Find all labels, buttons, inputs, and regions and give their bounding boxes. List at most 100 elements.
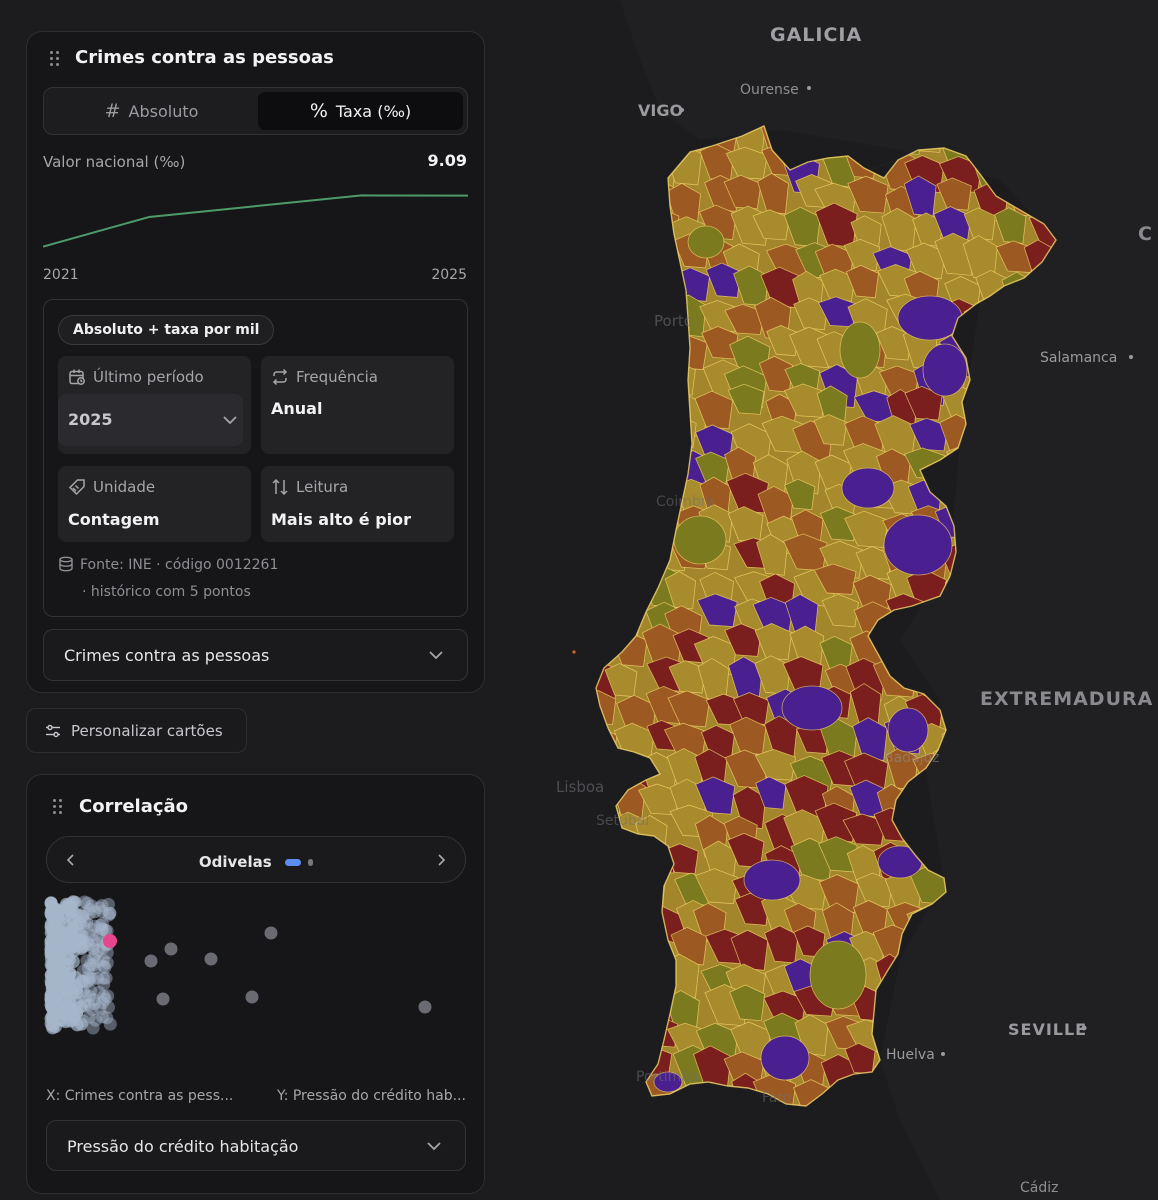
municipality-region[interactable]: [695, 776, 736, 815]
scatter-point[interactable]: [97, 977, 111, 991]
scatter-point[interactable]: [86, 1021, 100, 1035]
municipality-region[interactable]: [667, 690, 711, 728]
scatter-point[interactable]: [99, 971, 113, 985]
municipality-region[interactable]: [743, 859, 801, 901]
scatter-point[interactable]: [418, 1000, 432, 1014]
scatter-point[interactable]: [87, 993, 101, 1007]
scatter-point[interactable]: [91, 971, 105, 985]
municipality-region[interactable]: [781, 685, 843, 731]
municipality-region[interactable]: [818, 874, 859, 913]
scatter-point[interactable]: [92, 901, 106, 915]
scatter-point[interactable]: [103, 1017, 117, 1031]
scatter-point[interactable]: [70, 1005, 84, 1019]
correlation-scatter-plot[interactable]: [43, 893, 468, 1043]
scatter-point[interactable]: [49, 964, 63, 978]
mode-absolute-tab[interactable]: # Absoluto: [48, 92, 255, 130]
scatter-point[interactable]: [76, 984, 90, 998]
municipality-region[interactable]: [604, 663, 638, 698]
scatter-point[interactable]: [97, 971, 111, 985]
municipality-region[interactable]: [727, 383, 765, 415]
scatter-point[interactable]: [88, 961, 102, 975]
scatter-point[interactable]: [164, 942, 178, 956]
scatter-point[interactable]: [94, 918, 107, 932]
scatter-point[interactable]: [101, 989, 115, 1003]
scatter-point[interactable]: [100, 956, 114, 970]
municipality-region[interactable]: [844, 1042, 876, 1075]
municipality-region[interactable]: [757, 172, 789, 215]
municipality-region[interactable]: [849, 683, 882, 727]
scatter-point[interactable]: [97, 989, 111, 1003]
indicator-select[interactable]: Crimes contra as pessoas: [43, 629, 468, 681]
scatter-point[interactable]: [144, 954, 158, 968]
municipality-region[interactable]: [845, 264, 879, 299]
municipality-region[interactable]: [755, 776, 787, 810]
municipality-region[interactable]: [936, 177, 972, 211]
municipality-region[interactable]: [813, 414, 848, 446]
scatter-point[interactable]: [64, 941, 78, 955]
scatter-point[interactable]: [82, 1010, 96, 1024]
scatter-point[interactable]: [85, 899, 99, 913]
drag-handle-icon[interactable]: [53, 799, 63, 815]
scatter-point[interactable]: [77, 964, 90, 978]
scatter-point[interactable]: [93, 1001, 107, 1015]
scatter-point[interactable]: [55, 930, 69, 943]
scatter-point[interactable]: [96, 1010, 109, 1024]
scatter-point[interactable]: [100, 1011, 114, 1025]
scatter-point[interactable]: [98, 960, 112, 974]
scatter-point[interactable]: [85, 1002, 99, 1016]
scatter-point[interactable]: [103, 906, 117, 920]
municipality-region[interactable]: [694, 868, 739, 905]
scatter-point[interactable]: [51, 907, 64, 921]
scatter-point[interactable]: [45, 977, 59, 991]
scatter-point[interactable]: [53, 939, 67, 953]
municipality-region[interactable]: [874, 415, 917, 460]
scatter-point[interactable]: [98, 992, 112, 1006]
scatter-point[interactable]: [91, 954, 105, 968]
scatter-point[interactable]: [204, 952, 218, 966]
municipality-region[interactable]: [783, 206, 821, 248]
municipality-region[interactable]: [881, 207, 917, 252]
scatter-point[interactable]: [79, 989, 93, 1002]
scatter-point[interactable]: [59, 1015, 72, 1029]
scatter-point[interactable]: [76, 907, 90, 921]
scatter-point[interactable]: [102, 1000, 115, 1014]
scatter-point[interactable]: [95, 905, 109, 918]
scatter-point[interactable]: [87, 951, 101, 965]
municipality-region[interactable]: [653, 1071, 683, 1093]
personalize-cards-button[interactable]: Personalizar cartões: [26, 708, 247, 753]
scatter-point[interactable]: [80, 954, 94, 968]
municipality-region[interactable]: [847, 175, 889, 214]
scatter-point[interactable]: [83, 958, 97, 972]
scatter-point[interactable]: [92, 985, 106, 999]
municipality-region[interactable]: [887, 707, 929, 753]
scatter-point[interactable]: [96, 996, 109, 1010]
scatter-point[interactable]: [47, 1002, 61, 1016]
municipality-region[interactable]: [733, 265, 769, 307]
chevron-right-icon[interactable]: [431, 850, 451, 870]
municipality-region[interactable]: [673, 515, 727, 565]
municipality-region[interactable]: [729, 984, 766, 1022]
municipality-region[interactable]: [963, 207, 996, 241]
scatter-point[interactable]: [88, 919, 102, 933]
scatter-point[interactable]: [88, 905, 102, 919]
municipality-region[interactable]: [841, 467, 895, 509]
municipality-region[interactable]: [754, 623, 793, 661]
municipality-region[interactable]: [922, 343, 968, 397]
municipality-region[interactable]: [760, 1035, 810, 1081]
scatter-point[interactable]: [78, 939, 92, 953]
municipality-region[interactable]: [729, 716, 767, 755]
municipality-region[interactable]: [904, 385, 943, 421]
scatter-point[interactable]: [80, 916, 94, 930]
scatter-point[interactable]: [92, 943, 105, 957]
municipality-region[interactable]: [695, 451, 730, 485]
scatter-point[interactable]: [44, 919, 58, 933]
municipality-region[interactable]: [728, 656, 763, 701]
scatter-point[interactable]: [95, 917, 109, 931]
highlighted-point[interactable]: [103, 934, 117, 948]
scatter-point[interactable]: [95, 922, 109, 936]
period-select[interactable]: 2025: [58, 394, 243, 446]
scatter-point[interactable]: [87, 934, 101, 948]
scatter-point[interactable]: [75, 974, 89, 988]
mode-rate-tab[interactable]: % Taxa (‰): [258, 92, 463, 130]
